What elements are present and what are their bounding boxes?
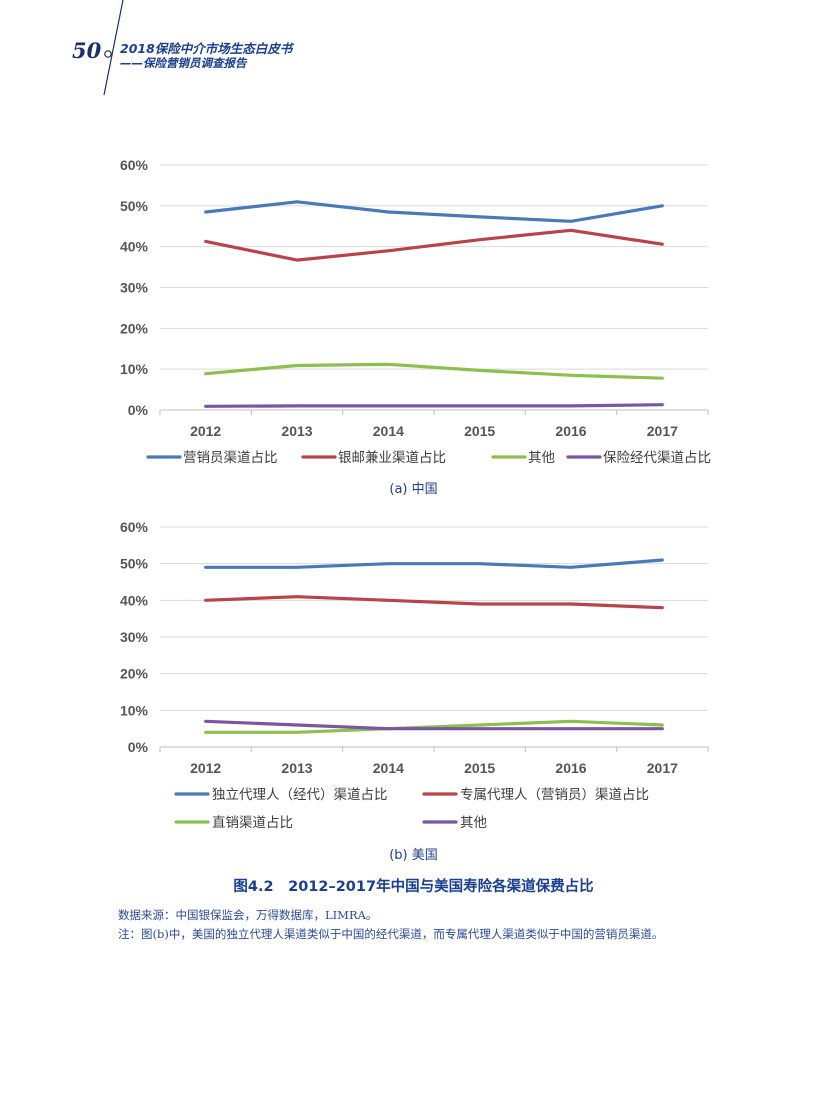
y-tick-label: 0% <box>128 739 149 755</box>
header-ornament <box>103 0 124 96</box>
figure-title: 图4.2 2012–2017年中国与美国寿险各渠道保费占比 <box>233 879 594 895</box>
x-tick-label: 2016 <box>555 760 586 776</box>
y-tick-label: 60% <box>120 157 149 173</box>
y-tick-label: 50% <box>120 556 149 572</box>
y-tick-label: 40% <box>120 239 149 255</box>
x-tick-label: 2013 <box>281 423 312 439</box>
series-line <box>204 362 664 380</box>
series-line <box>204 558 664 569</box>
book-subtitle: ——保险营销员调查报告 <box>120 56 247 70</box>
page-number: 50 <box>72 38 102 63</box>
legend-label: 专属代理人（营销员）渠道占比 <box>460 787 649 803</box>
figure-source: 数据来源：中国银保监会，万得数据库，LIMRA。 <box>118 908 378 922</box>
y-tick-label: 20% <box>120 666 149 682</box>
x-tick-label: 2016 <box>555 423 586 439</box>
x-tick-label: 2015 <box>464 760 495 776</box>
y-tick-label: 50% <box>120 198 149 214</box>
y-tick-label: 10% <box>120 702 149 718</box>
y-tick-label: 30% <box>120 629 149 645</box>
legend-label: 独立代理人（经代）渠道占比 <box>212 787 388 803</box>
x-tick-label: 2014 <box>373 423 404 439</box>
y-tick-label: 20% <box>120 320 149 336</box>
series-line <box>204 200 664 223</box>
x-tick-label: 2017 <box>647 760 678 776</box>
series-line <box>204 228 664 262</box>
legend-label: 直销渠道占比 <box>212 815 293 831</box>
legend-label: 保险经代渠道占比 <box>603 450 711 466</box>
x-tick-label: 2015 <box>464 423 495 439</box>
y-tick-label: 40% <box>120 592 149 608</box>
chart-usa: 0% 10% 20% 30% 40% 50% 60% 2012 2013 2014 2015 2016… <box>120 519 709 831</box>
chart-a-caption: (a) 中国 <box>389 482 438 497</box>
figure-note: 注：图(b)中，美国的独立代理人渠道类似于中国的经代渠道，而专属代理人渠道类似于… <box>118 927 664 941</box>
legend-label: 其他 <box>528 450 555 466</box>
y-tick-label: 60% <box>120 519 149 535</box>
x-tick-label: 2012 <box>190 760 221 776</box>
series-line <box>204 403 664 408</box>
y-tick-label: 10% <box>120 361 149 377</box>
legend-label: 营销员渠道占比 <box>183 450 278 466</box>
y-tick-label: 0% <box>128 402 149 418</box>
series-line <box>204 719 664 731</box>
x-tick-label: 2014 <box>373 760 404 776</box>
x-tick-label: 2012 <box>190 423 221 439</box>
series-line <box>204 719 664 734</box>
series-line <box>204 595 664 610</box>
x-tick-label: 2017 <box>647 423 678 439</box>
chart-b-caption: (b) 美国 <box>389 848 438 863</box>
legend-label: 银邮兼业渠道占比 <box>338 450 446 466</box>
legend-label: 其他 <box>460 815 487 831</box>
book-title: 2018保险中介市场生态白皮书 <box>120 41 293 56</box>
x-tick-label: 2013 <box>281 760 312 776</box>
chart-china: 0% 10% 20% 30% 40% 50% 60% 2012 2013 2014 2015 2016… <box>120 157 711 466</box>
y-tick-label: 30% <box>120 280 149 296</box>
